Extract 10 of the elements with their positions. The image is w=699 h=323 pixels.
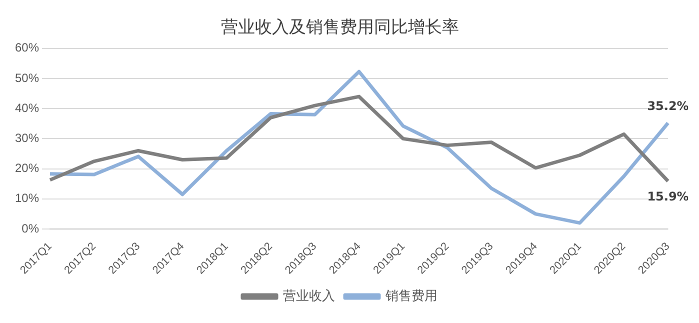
legend-label: 销售费用 xyxy=(384,288,438,304)
y-tick-label: 50% xyxy=(14,70,40,85)
y-tick-label: 0% xyxy=(22,221,40,236)
legend-label: 营业收入 xyxy=(283,288,335,304)
y-tick-label: 10% xyxy=(14,191,40,206)
y-tick-label: 40% xyxy=(14,100,40,115)
y-tick-label: 20% xyxy=(14,161,40,176)
y-tick-label: 60% xyxy=(14,40,40,55)
y-tick-label: 30% xyxy=(14,131,40,146)
chart-title: 营业收入及销售费用同比增长率 xyxy=(221,18,459,38)
